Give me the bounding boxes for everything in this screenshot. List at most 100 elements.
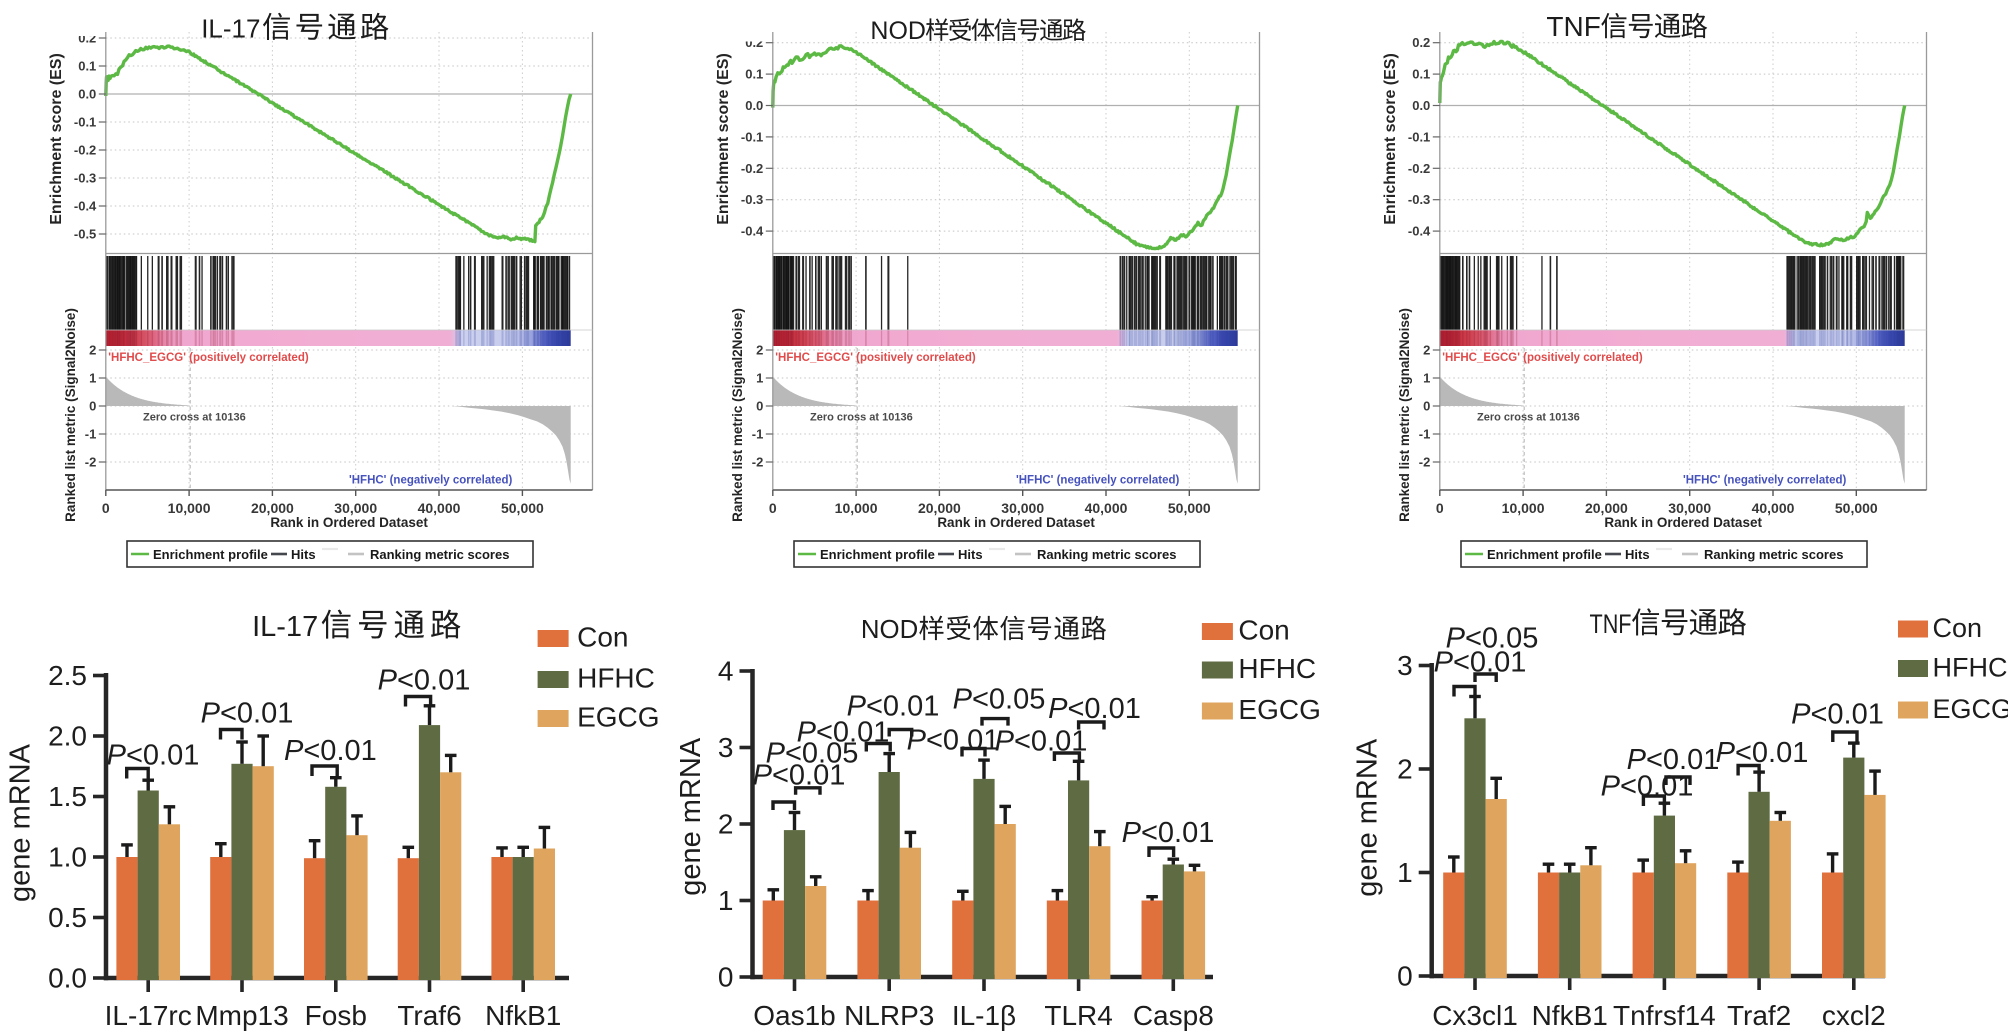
svg-text:P<0.01: P<0.01 (1627, 744, 1720, 776)
svg-text:0.1: 0.1 (1412, 67, 1430, 82)
svg-text:2.5: 2.5 (48, 660, 87, 691)
svg-text:3: 3 (718, 732, 734, 763)
svg-text:P<0.05: P<0.05 (1446, 623, 1539, 655)
svg-text:Ranking metric scores: Ranking metric scores (370, 547, 509, 562)
svg-text:Ranked list metric (Signal2Noi: Ranked list metric (Signal2Noise) (730, 308, 745, 522)
svg-text:1: 1 (1397, 857, 1413, 888)
svg-text:Con: Con (577, 622, 628, 653)
svg-text:P<0.01: P<0.01 (378, 665, 471, 697)
svg-text:Rank in Ordered Dataset: Rank in Ordered Dataset (1604, 515, 1762, 530)
svg-text:P<0.01: P<0.01 (1601, 771, 1694, 803)
svg-text:gene mRNA: gene mRNA (5, 743, 37, 902)
svg-text:4: 4 (718, 656, 734, 687)
svg-text:EGCG: EGCG (577, 702, 659, 733)
svg-text:cxcl2: cxcl2 (1822, 1000, 1886, 1031)
svg-text:40,000: 40,000 (1752, 500, 1795, 516)
svg-text:-0.3: -0.3 (741, 192, 763, 207)
svg-text:-1: -1 (752, 427, 764, 442)
svg-text:2.0: 2.0 (48, 721, 87, 752)
svg-text:P<0.01: P<0.01 (995, 726, 1088, 758)
svg-text:NfkB1: NfkB1 (485, 1000, 561, 1031)
svg-text:-0.1: -0.1 (1408, 129, 1430, 144)
svg-text:Enrichment profile: Enrichment profile (153, 547, 268, 562)
svg-text:Enrichment profile: Enrichment profile (820, 547, 935, 562)
svg-text:Con: Con (1933, 613, 1983, 643)
svg-text:HFHC: HFHC (577, 663, 655, 694)
svg-text:Enrichment score (ES): Enrichment score (ES) (1382, 53, 1399, 225)
svg-text:TNF: TNF (1590, 609, 1632, 639)
svg-text:Tnfrsf14: Tnfrsf14 (1613, 1000, 1716, 1031)
svg-text:NOD: NOD (861, 616, 918, 644)
svg-text:1: 1 (718, 885, 734, 916)
svg-text:Hits: Hits (291, 547, 316, 562)
svg-text:Traf6: Traf6 (397, 1000, 461, 1031)
svg-text:0: 0 (1436, 500, 1444, 516)
svg-text:NLRP3: NLRP3 (844, 1000, 934, 1031)
svg-text:gene mRNA: gene mRNA (1351, 738, 1383, 897)
svg-text:IL-1β: IL-1β (952, 1000, 1016, 1031)
svg-text:0.0: 0.0 (1412, 98, 1430, 113)
svg-text:0.1: 0.1 (78, 59, 96, 74)
svg-text:Fosb: Fosb (305, 1000, 367, 1031)
svg-text:40,000: 40,000 (1085, 500, 1128, 516)
svg-text:2: 2 (1423, 343, 1430, 358)
svg-text:0: 0 (769, 500, 777, 516)
svg-text:-0.4: -0.4 (741, 224, 764, 239)
svg-text:P<0.01: P<0.01 (1434, 647, 1527, 679)
svg-text:2: 2 (756, 343, 763, 358)
svg-text:IL-17: IL-17 (252, 611, 318, 643)
svg-text:P<0.01: P<0.01 (1048, 693, 1141, 725)
svg-text:10,000: 10,000 (835, 500, 878, 516)
svg-text:-2: -2 (85, 455, 97, 470)
svg-text:P<0.01: P<0.01 (107, 740, 200, 772)
svg-text:40,000: 40,000 (418, 500, 461, 516)
svg-text:20,000: 20,000 (1585, 500, 1628, 516)
svg-text:HFHC: HFHC (1238, 653, 1316, 684)
svg-text:-0.4: -0.4 (1408, 224, 1431, 239)
svg-text:Zero cross at 10136: Zero cross at 10136 (1477, 412, 1580, 424)
svg-text:Oas1b: Oas1b (753, 1000, 836, 1031)
svg-text:1: 1 (1423, 371, 1430, 386)
svg-text:-1: -1 (1419, 427, 1431, 442)
svg-text:-0.3: -0.3 (74, 171, 96, 186)
svg-text:0.0: 0.0 (745, 98, 763, 113)
svg-text:Zero cross at 10136: Zero cross at 10136 (143, 412, 246, 424)
svg-text:-0.3: -0.3 (1408, 192, 1430, 207)
svg-text:-0.2: -0.2 (741, 161, 763, 176)
svg-text:Rank in Ordered Dataset: Rank in Ordered Dataset (937, 515, 1095, 530)
svg-text:2: 2 (89, 343, 96, 358)
svg-text:Enrichment score (ES): Enrichment score (ES) (48, 53, 65, 225)
svg-text:2: 2 (1397, 754, 1413, 785)
svg-text:0: 0 (89, 399, 96, 414)
svg-text:0.2: 0.2 (1412, 35, 1430, 50)
svg-text:30,000: 30,000 (334, 500, 377, 516)
svg-text:Zero cross at 10136: Zero cross at 10136 (810, 412, 913, 424)
svg-text:Hits: Hits (958, 547, 983, 562)
svg-text:P<0.01: P<0.01 (907, 725, 1000, 757)
svg-text:Ranking metric scores: Ranking metric scores (1037, 547, 1176, 562)
svg-text:-0.1: -0.1 (741, 129, 763, 144)
svg-text:Traf2: Traf2 (1727, 1000, 1791, 1031)
svg-text:0.0: 0.0 (48, 963, 87, 994)
svg-text:NOD: NOD (870, 17, 926, 45)
svg-text:50,000: 50,000 (501, 500, 544, 516)
svg-text:0: 0 (718, 962, 734, 993)
svg-text:0: 0 (1397, 961, 1413, 992)
svg-text:'HFHC' (negatively correlated): 'HFHC' (negatively correlated) (1016, 475, 1179, 487)
svg-text:'HFHC_EGCG' (positively correl: 'HFHC_EGCG' (positively correlated) (108, 352, 309, 364)
svg-text:-1: -1 (85, 427, 97, 442)
svg-text:Rank in Ordered Dataset: Rank in Ordered Dataset (270, 515, 428, 530)
svg-text:EGCG: EGCG (1238, 694, 1320, 725)
svg-text:P<0.01: P<0.01 (284, 735, 377, 767)
svg-text:0.1: 0.1 (745, 67, 763, 82)
svg-text:P<0.01: P<0.01 (847, 691, 940, 723)
svg-text:Ranked list metric (Signal2Noi: Ranked list metric (Signal2Noise) (63, 308, 78, 522)
svg-text:1: 1 (756, 371, 763, 386)
svg-text:-0.1: -0.1 (74, 115, 96, 130)
svg-text:TLR4: TLR4 (1044, 1000, 1112, 1031)
svg-text:NfkB1: NfkB1 (1532, 1000, 1608, 1031)
svg-text:50,000: 50,000 (1835, 500, 1878, 516)
svg-text:P<0.05: P<0.05 (766, 738, 859, 770)
svg-text:gene mRNA: gene mRNA (675, 737, 707, 896)
svg-text:10,000: 10,000 (168, 500, 211, 516)
